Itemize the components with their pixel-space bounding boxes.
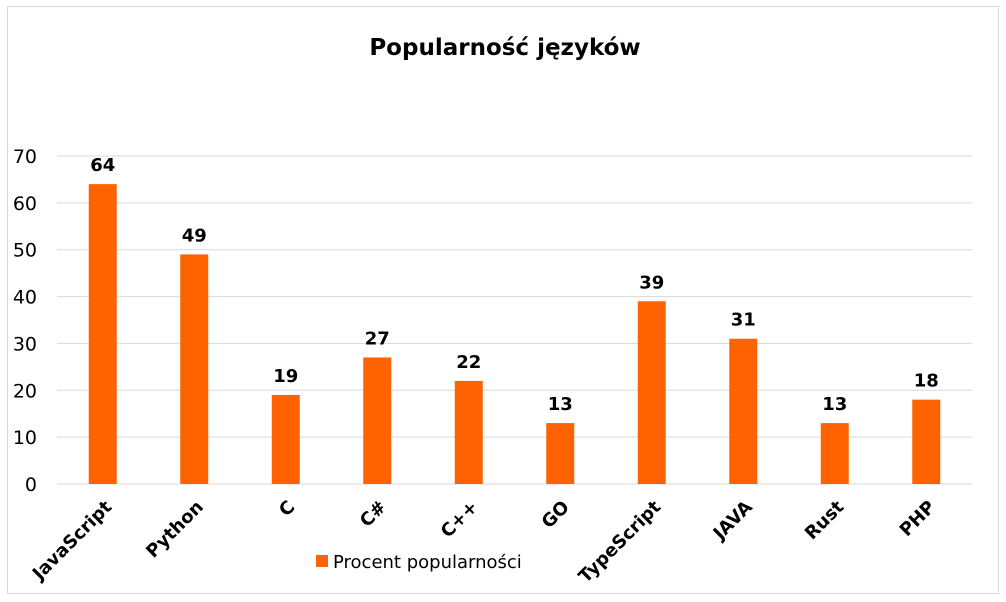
- y-tick-label: 40: [13, 287, 37, 309]
- data-label: 13: [548, 394, 573, 415]
- x-tick-label: GO: [538, 497, 574, 533]
- data-label: 31: [731, 310, 756, 331]
- data-label: 39: [639, 272, 664, 293]
- x-tick-label: JavaScript: [27, 496, 116, 585]
- chart-frame: [7, 6, 999, 594]
- legend-label: Procent popularności: [333, 552, 522, 573]
- data-label: 13: [822, 394, 847, 415]
- gridlines: [57, 155, 972, 485]
- x-tick-label: JAVA: [708, 497, 757, 546]
- data-label: 18: [914, 371, 939, 392]
- y-tick-label: 50: [13, 240, 37, 262]
- bar: [637, 301, 666, 484]
- bar: [454, 380, 483, 484]
- x-tick-label: Python: [142, 497, 208, 563]
- y-tick-label: 10: [13, 427, 37, 449]
- bar: [271, 394, 300, 484]
- x-tick-label: C: [275, 497, 299, 521]
- legend: Procent popularności: [316, 552, 522, 573]
- bar: [180, 254, 209, 484]
- x-tick-label: PHP: [896, 497, 940, 541]
- x-tick-label: TypeScript: [575, 496, 666, 587]
- data-labels: 64 49 19 27 22 13 39 31 13 18: [90, 155, 939, 415]
- legend-swatch: [316, 555, 328, 567]
- x-tick-label: Rust: [801, 496, 849, 544]
- bar: [546, 423, 575, 484]
- bar: [729, 338, 758, 484]
- x-tick-label: C#: [356, 497, 391, 532]
- y-tick-label: 30: [13, 333, 37, 355]
- y-tick-label: 0: [25, 474, 37, 496]
- data-label: 27: [365, 328, 390, 349]
- x-tick-label: C++: [437, 497, 483, 543]
- y-tick-label: 70: [13, 146, 37, 168]
- data-label: 49: [182, 225, 207, 246]
- data-label: 19: [273, 366, 298, 387]
- bars: [88, 184, 941, 484]
- bar: [820, 423, 849, 484]
- x-axis-ticks: JavaScript Python C C# C++ GO TypeScript JAVA Ru…: [27, 496, 940, 587]
- bar: [88, 184, 117, 484]
- y-tick-label: 60: [13, 193, 37, 215]
- y-tick-label: 20: [13, 380, 37, 402]
- data-label: 22: [456, 352, 481, 373]
- y-axis-ticks: 0 10 20 30 40 50 60 70: [13, 146, 37, 496]
- chart-title: Popularność języków: [369, 35, 640, 61]
- bar: [912, 399, 941, 484]
- data-label: 64: [90, 155, 115, 176]
- bar: [363, 357, 392, 484]
